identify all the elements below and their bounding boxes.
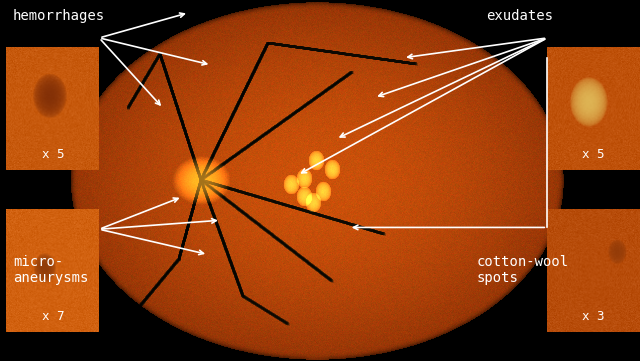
Text: x 5: x 5 (582, 148, 605, 161)
Text: x 5: x 5 (42, 148, 65, 161)
Text: micro-
aneurysms: micro- aneurysms (13, 255, 88, 285)
Text: hemorrhages: hemorrhages (13, 9, 105, 23)
Text: x 3: x 3 (582, 310, 605, 323)
Text: cotton-wool
spots: cotton-wool spots (477, 255, 569, 285)
Text: x 7: x 7 (42, 310, 65, 323)
Text: exudates: exudates (486, 9, 554, 23)
